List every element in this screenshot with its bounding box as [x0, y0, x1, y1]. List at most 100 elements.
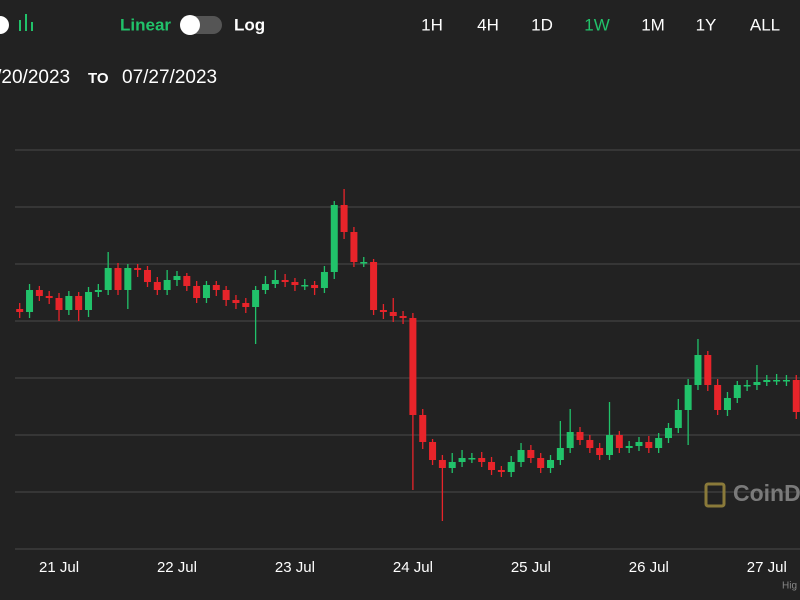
- candle-body: [763, 380, 771, 382]
- candle-body: [419, 415, 427, 442]
- candle-body: [114, 268, 122, 290]
- candle-body: [153, 282, 161, 290]
- candle-body: [45, 296, 53, 298]
- chart-type-icon[interactable]: [0, 16, 9, 34]
- candle-body: [448, 462, 456, 468]
- candle-body: [311, 285, 319, 288]
- range-button[interactable]: 1D: [531, 15, 553, 34]
- date-to: 07/27/2023: [122, 67, 217, 88]
- candle-body: [527, 450, 535, 458]
- credit: Hig: [782, 581, 797, 592]
- candle-body: [478, 458, 486, 462]
- candle-body: [291, 282, 299, 285]
- x-tick-label: 27 Jul: [747, 559, 787, 576]
- candle-body: [232, 300, 240, 303]
- date-to-label: TO: [88, 70, 109, 87]
- candle-body: [212, 285, 220, 290]
- candle-body: [753, 382, 761, 385]
- candle-body: [674, 410, 682, 428]
- x-tick-label: 23 Jul: [275, 559, 315, 576]
- candle-body: [183, 276, 191, 286]
- candle-body: [399, 316, 407, 318]
- candle-body: [635, 442, 643, 446]
- candle-body: [596, 448, 604, 455]
- candle-body: [782, 380, 790, 382]
- candle-body: [497, 470, 505, 472]
- x-tick-label: 26 Jul: [629, 559, 669, 576]
- candle-body: [134, 268, 142, 270]
- candle-body: [379, 310, 387, 312]
- candle-body: [370, 262, 378, 310]
- candle-body: [438, 460, 446, 468]
- watermark: CoinD: [733, 480, 800, 506]
- candle-body: [537, 458, 545, 468]
- candle-body: [55, 298, 63, 310]
- candle-body: [281, 280, 289, 282]
- candle-body: [320, 272, 328, 288]
- candle-body: [723, 398, 731, 410]
- candle-body: [556, 448, 564, 460]
- x-tick-label: 22 Jul: [157, 559, 197, 576]
- candle-body: [75, 296, 83, 310]
- watermark-logo: [704, 482, 726, 508]
- candle-body: [143, 270, 151, 282]
- candle-body: [606, 435, 613, 455]
- toggle-knob: [180, 15, 200, 35]
- candle-body: [664, 428, 672, 438]
- linear-label[interactable]: Linear: [120, 15, 171, 34]
- candle-body: [193, 286, 201, 298]
- candle-body: [458, 458, 466, 462]
- candle-body: [222, 290, 230, 300]
- candle-body: [468, 458, 476, 460]
- candle-body: [202, 285, 210, 298]
- candle-body: [773, 380, 781, 382]
- x-tick-label: 21 Jul: [39, 559, 79, 576]
- date-from: 07/20/2023: [0, 67, 70, 88]
- candle-body: [340, 205, 348, 232]
- candle-body: [576, 432, 584, 440]
- candle-body: [350, 232, 358, 262]
- candle-icon[interactable]: [19, 14, 33, 31]
- x-tick-label: 25 Jul: [511, 559, 551, 576]
- candle-body: [389, 312, 397, 316]
- candle-body: [104, 268, 112, 290]
- candle-body: [429, 442, 437, 460]
- range-button[interactable]: 4H: [477, 15, 499, 34]
- candle-body: [360, 262, 368, 264]
- range-button[interactable]: 1Y: [696, 15, 717, 34]
- candle-body: [684, 385, 692, 410]
- candle-body: [792, 380, 800, 412]
- candle-body: [694, 355, 702, 385]
- candle-body: [242, 303, 250, 307]
- range-button[interactable]: 1H: [421, 15, 443, 34]
- candle-body: [733, 385, 741, 398]
- candle-body: [714, 385, 722, 410]
- candle-body: [566, 432, 574, 448]
- candle-body: [615, 435, 623, 448]
- log-label[interactable]: Log: [234, 15, 265, 34]
- candle-body: [94, 290, 102, 292]
- candle-body: [85, 292, 93, 310]
- range-button[interactable]: 1M: [641, 15, 665, 34]
- candle-body: [173, 276, 181, 280]
- candle-body: [16, 309, 24, 312]
- candle-body: [743, 385, 751, 387]
- candle-body: [517, 450, 525, 462]
- candle-body: [301, 285, 309, 287]
- candle-body: [163, 280, 171, 290]
- candle-body: [704, 355, 712, 385]
- candle-body: [330, 205, 338, 272]
- candle-body: [409, 318, 417, 415]
- candle-body: [252, 290, 260, 307]
- x-tick-label: 24 Jul: [393, 559, 433, 576]
- candle-body: [35, 290, 43, 296]
- candle-body: [271, 280, 279, 284]
- candle-body: [547, 460, 555, 468]
- range-button[interactable]: ALL: [750, 15, 780, 34]
- candle-body: [507, 462, 515, 472]
- candle-body: [645, 442, 653, 448]
- candle-body: [655, 438, 663, 448]
- range-button[interactable]: 1W: [584, 15, 610, 34]
